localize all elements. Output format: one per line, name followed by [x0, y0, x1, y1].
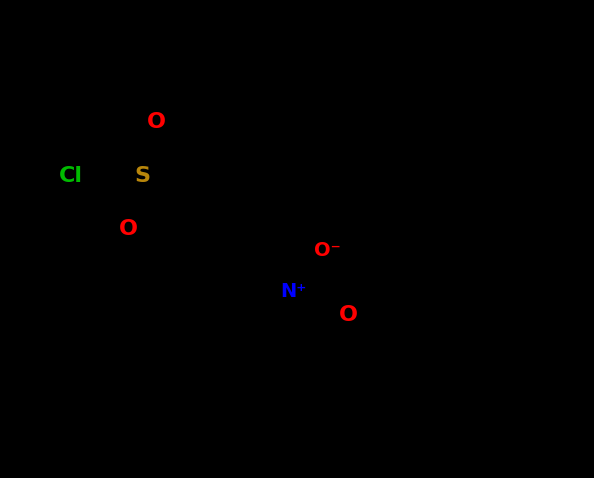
- Text: O: O: [119, 219, 138, 239]
- Text: N⁺: N⁺: [280, 282, 307, 301]
- Text: S: S: [134, 166, 150, 185]
- Text: O⁻: O⁻: [314, 241, 340, 261]
- Text: O: O: [339, 305, 358, 326]
- Text: O: O: [146, 112, 165, 132]
- Text: Cl: Cl: [59, 166, 83, 185]
